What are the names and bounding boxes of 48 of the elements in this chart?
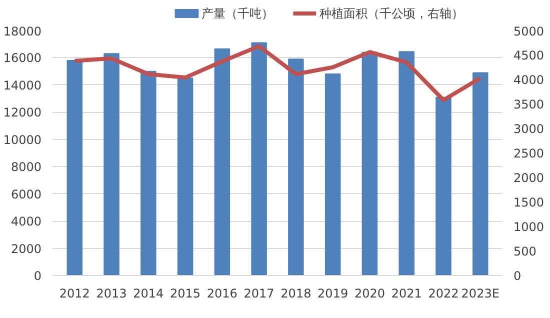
legend-label: 种植面积（千公顷，右轴） (319, 6, 464, 20)
y2-tick-label: 2500 (514, 146, 544, 160)
bar (104, 53, 120, 276)
bar (472, 72, 488, 276)
bar (436, 96, 452, 276)
x-tick-label: 2013 (96, 286, 127, 300)
y-tick-label: 8000 (10, 160, 42, 174)
y2-tick-label: 4000 (514, 73, 544, 87)
y-tick-label: 14000 (3, 78, 42, 92)
x-tick-label: 2020 (354, 286, 385, 300)
x-tick-label: 2018 (280, 286, 312, 300)
line-series (72, 44, 482, 102)
y2-tick-label: 3500 (514, 98, 544, 112)
legend-label: 产量（千吨） (202, 6, 274, 20)
y-tick-label: 0 (34, 269, 42, 283)
y2-tick-label: 1000 (514, 220, 544, 234)
bar (214, 48, 230, 276)
x-tick-label: 2015 (170, 286, 201, 300)
bar (140, 70, 156, 276)
y-tick-label: 18000 (3, 24, 42, 38)
y2-tick-label: 500 (514, 244, 536, 258)
x-tick-label: 2023E (461, 286, 500, 300)
bar (324, 74, 341, 276)
bar (251, 42, 267, 276)
y2-tick-label: 5000 (514, 24, 544, 38)
y-tick-label: 2000 (10, 242, 42, 256)
x-tick-label: 2019 (318, 286, 348, 300)
x-tick-label: 2021 (391, 286, 422, 300)
y-tick-label: 12000 (3, 106, 42, 120)
y-tick-label: 16000 (3, 51, 42, 66)
y-tick-label: 6000 (10, 187, 42, 202)
x-tick-label: 2016 (206, 286, 238, 300)
bar (362, 52, 378, 276)
bar (398, 51, 414, 276)
bar (177, 78, 194, 276)
x-tick-label: 2014 (133, 286, 164, 300)
x-tick-label: 2022 (428, 286, 459, 300)
y2-tick-label: 4500 (514, 48, 544, 62)
y-tick-label: 10000 (3, 132, 42, 147)
y2-tick-label: 3000 (514, 122, 544, 136)
x-tick-label: 2012 (59, 286, 90, 300)
y2-tick-label: 1500 (514, 196, 544, 210)
x-tick-label: 2017 (244, 286, 274, 300)
y2-tick-label: 2000 (514, 171, 544, 185)
y2-tick-label: 0 (514, 269, 522, 283)
y-tick-label: 4000 (10, 214, 42, 229)
bar (66, 60, 83, 276)
bar (288, 58, 304, 276)
